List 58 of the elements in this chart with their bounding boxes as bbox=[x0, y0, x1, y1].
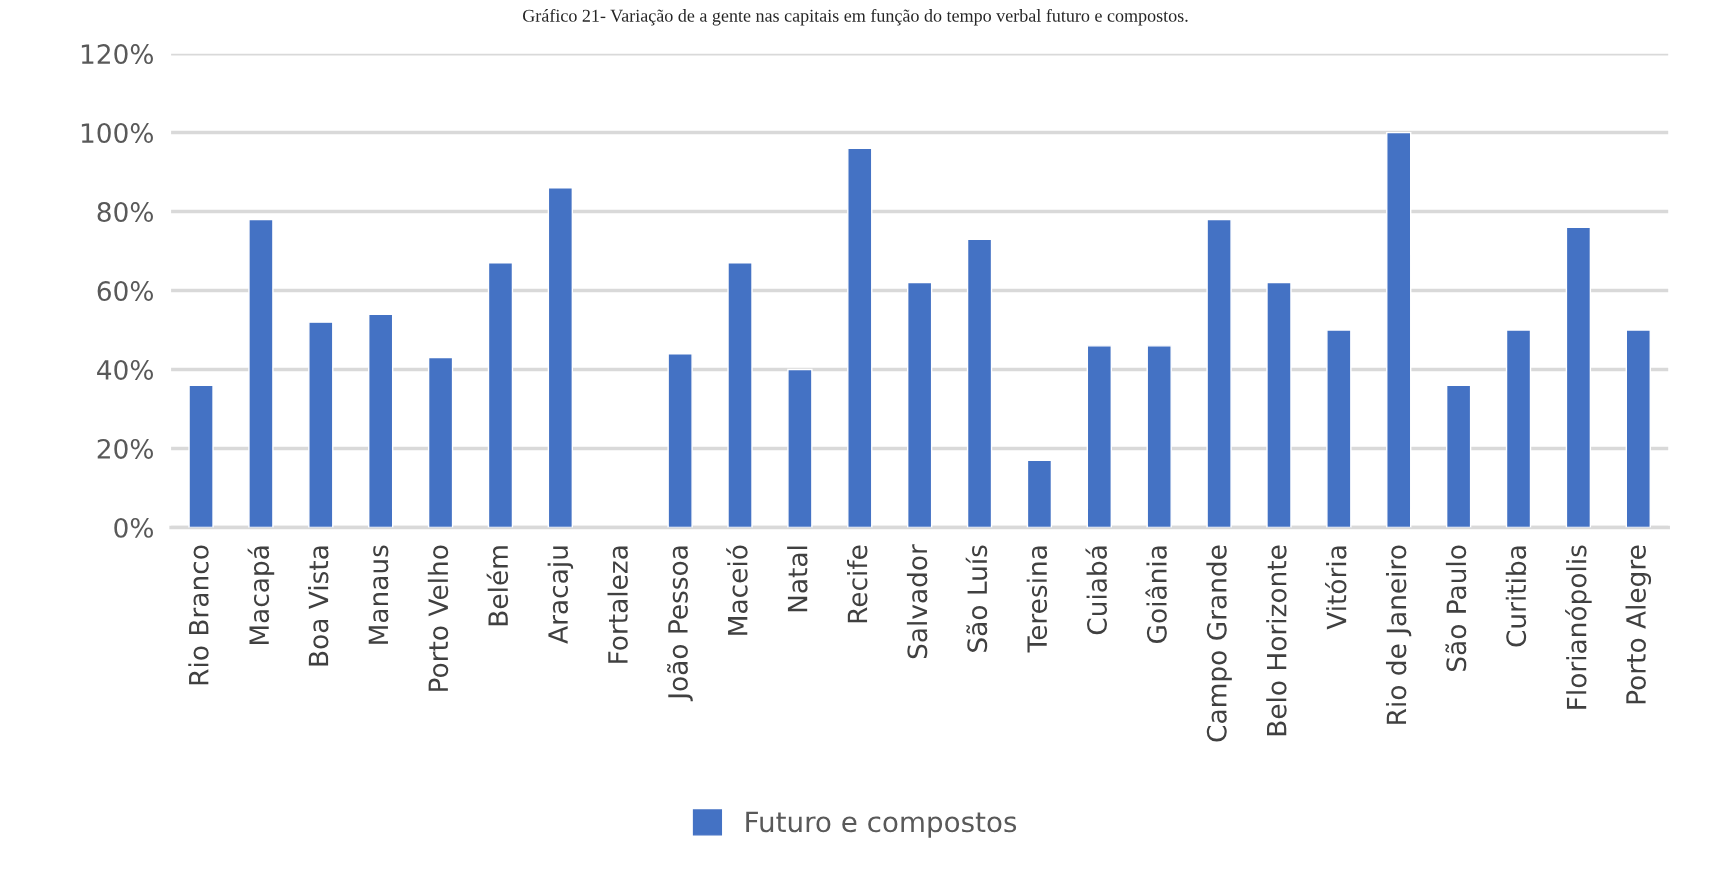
chart-title: Gráfico 21- Variação de a gente nas capitais em função do tempo verbal futuro e compostos. bbox=[522, 8, 1188, 26]
x-tick-label: Porto Velho bbox=[427, 545, 449, 691]
x-tick-label: João Pessoa bbox=[667, 546, 693, 702]
y-tick-label: 80% bbox=[97, 202, 153, 222]
bar bbox=[427, 356, 454, 528]
x-tick-label: Fortaleza bbox=[607, 546, 628, 663]
x-tick-label: Macapá bbox=[247, 546, 275, 645]
bar bbox=[487, 262, 514, 528]
x-tick-label: Belém bbox=[486, 546, 509, 626]
bar bbox=[308, 321, 334, 528]
bar bbox=[1206, 218, 1232, 528]
bar bbox=[847, 147, 873, 528]
y-tick-label: 0% bbox=[114, 517, 153, 538]
bar bbox=[1146, 345, 1172, 528]
bar bbox=[1386, 131, 1412, 528]
bar bbox=[667, 353, 693, 528]
x-tick-label: São Luís bbox=[965, 545, 988, 652]
x-tick-label: Manaus bbox=[368, 545, 389, 644]
y-tick-label: 40% bbox=[97, 359, 153, 380]
x-tick-label: Recife bbox=[847, 545, 868, 623]
x-tick-label: São Paulo bbox=[1445, 545, 1467, 671]
y-tick-label: 60% bbox=[97, 280, 153, 301]
bar bbox=[1086, 345, 1112, 528]
bar bbox=[1266, 281, 1292, 528]
y-tick-label: 20% bbox=[97, 438, 153, 459]
x-tick-label: Rio de Janeiro bbox=[1385, 545, 1412, 724]
x-tick-label: Teresina bbox=[1026, 546, 1048, 653]
x-tick-label: Salvador bbox=[906, 544, 928, 659]
bar bbox=[368, 313, 394, 528]
bar bbox=[547, 187, 574, 528]
y-tick-label: 100% bbox=[81, 123, 153, 144]
legend-label: Futuro e compostos bbox=[746, 811, 1017, 838]
x-tick-label: Maceió bbox=[726, 545, 748, 635]
x-tick-label: Porto Alegre bbox=[1625, 545, 1652, 704]
x-tick-label: Aracaju bbox=[547, 546, 574, 644]
bar bbox=[787, 368, 813, 528]
x-tick-label: Florianópolis bbox=[1565, 545, 1592, 709]
bar bbox=[1565, 226, 1592, 528]
bar bbox=[188, 384, 214, 528]
y-tick-label: 120% bbox=[81, 44, 153, 65]
x-tick-label: Cuiabá bbox=[1085, 546, 1107, 635]
x-tick-label: Curitiba bbox=[1505, 546, 1527, 647]
bar bbox=[1505, 329, 1532, 528]
x-tick-label: Campo Grande bbox=[1206, 545, 1232, 742]
x-tick-label: Boa Vista bbox=[308, 546, 329, 666]
bar bbox=[966, 238, 993, 528]
x-tick-label: Natal bbox=[787, 546, 808, 612]
bar bbox=[906, 281, 933, 528]
x-tick-label: Goiânia bbox=[1145, 546, 1167, 643]
x-tick-label: Belo Horizonte bbox=[1266, 545, 1287, 736]
bar bbox=[1326, 329, 1352, 528]
bar bbox=[248, 218, 274, 528]
x-tick-label: Vitória bbox=[1325, 546, 1347, 630]
bar bbox=[1445, 384, 1472, 528]
bar bbox=[727, 262, 753, 528]
bar bbox=[1625, 329, 1651, 528]
bar bbox=[1026, 459, 1053, 528]
x-tick-label: Rio Branco bbox=[188, 545, 209, 685]
